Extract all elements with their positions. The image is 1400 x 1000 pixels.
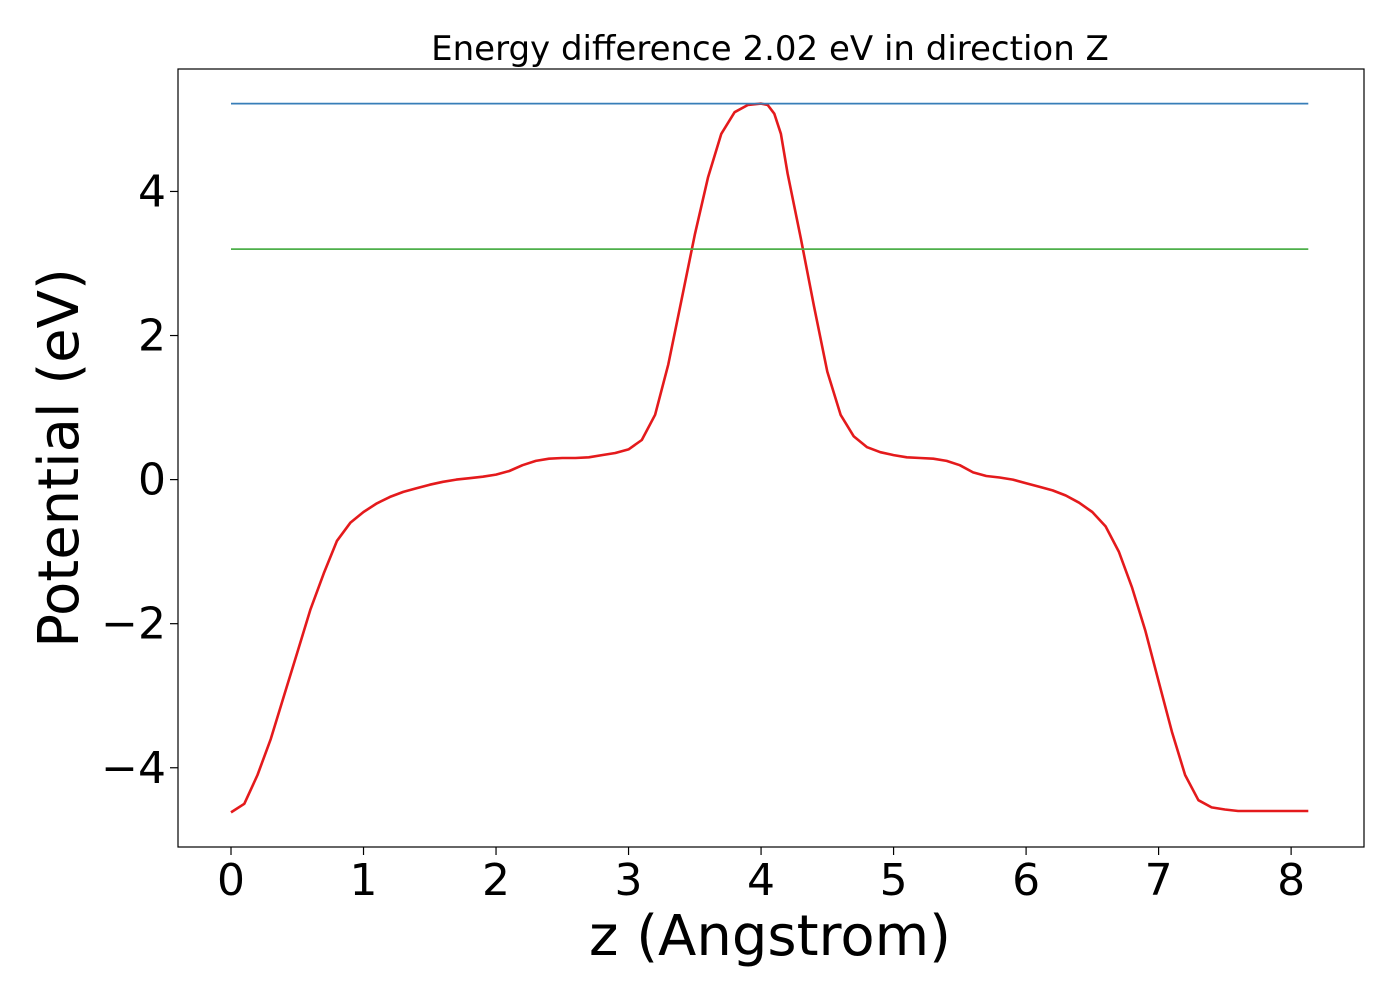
x-tick-label: 8 [1277, 855, 1305, 906]
axes-frame [177, 68, 1365, 848]
y-tick-label: 4 [138, 166, 166, 217]
x-tick-label: 4 [747, 855, 775, 906]
x-tick-label: 1 [350, 855, 378, 906]
y-axis-ticks: −4 −2 0 2 4 [101, 166, 178, 794]
x-tick-label: 3 [615, 855, 643, 906]
y-tick-label: 2 [138, 311, 166, 362]
y-tick-label: −2 [101, 599, 166, 650]
x-tick-label: 2 [482, 855, 510, 906]
x-tick-label: 5 [880, 855, 908, 906]
y-axis-label: Potential (eV) [27, 268, 92, 648]
x-tick-label: 0 [217, 855, 245, 906]
x-tick-label: 7 [1145, 855, 1173, 906]
series-line-0 [230, 102, 1309, 814]
x-axis-ticks: 0 1 2 3 4 5 6 7 8 [217, 847, 1305, 906]
x-tick-label: 6 [1012, 855, 1040, 906]
x-axis-label: z (Angstrom) [589, 904, 951, 969]
y-tick-label: −4 [101, 743, 166, 794]
y-tick-label: 0 [138, 455, 166, 506]
chart-title: Energy difference 2.02 eV in direction Z [431, 29, 1109, 69]
plot-area [230, 102, 1309, 814]
